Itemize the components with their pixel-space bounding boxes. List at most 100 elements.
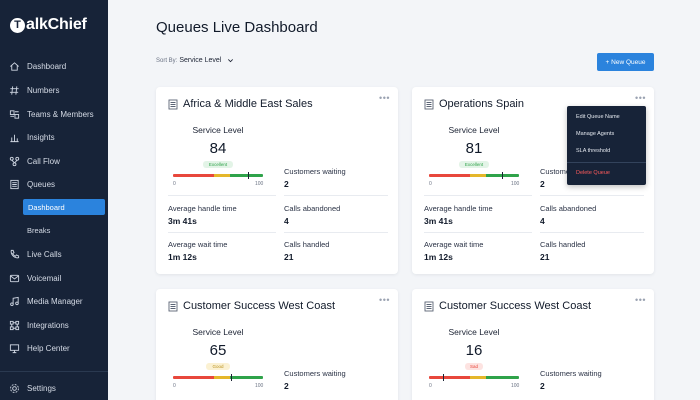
- queue-icon: [168, 99, 178, 109]
- calls-handled-label: Calls handled: [284, 240, 330, 249]
- customers-waiting-value: 2: [284, 381, 289, 391]
- sort-value: Service Level: [179, 57, 222, 64]
- phone-icon: [8, 248, 20, 260]
- calls-handled-value: 21: [540, 252, 550, 262]
- sidebar-item-label: Live Calls: [27, 249, 62, 259]
- service-level-value: 65: [209, 342, 227, 359]
- sidebar-item-label: Dashboard: [27, 61, 67, 71]
- more-options-icon[interactable]: •••: [635, 93, 646, 103]
- avg-wait-time-label: Average wait time: [424, 240, 484, 249]
- sidebar-item-live-calls[interactable]: Live Calls: [8, 248, 62, 260]
- calls-handled-label: Calls handled: [540, 240, 586, 249]
- gauge-marker: [443, 374, 444, 381]
- divider: [284, 195, 388, 196]
- service-level-value: 84: [209, 140, 227, 157]
- avg-handle-time-label: Average handle time: [168, 204, 237, 213]
- menu-divider: [567, 162, 646, 163]
- status-badge: Sad: [465, 363, 483, 370]
- integrations-icon: [8, 319, 20, 331]
- avg-handle-time-label: Average handle time: [424, 204, 493, 213]
- sidebar-subitem-dashboard[interactable]: Dashboard: [23, 199, 105, 215]
- new-queue-button[interactable]: + New Queue: [597, 53, 654, 71]
- status-badge: Excellent: [459, 161, 489, 168]
- voicemail-icon: [8, 272, 20, 284]
- divider: [424, 195, 532, 196]
- service-level-value: 16: [465, 342, 483, 359]
- chart-icon: [8, 131, 20, 143]
- sidebar-item-dashboard[interactable]: Dashboard: [8, 60, 66, 72]
- sidebar-item-numbers[interactable]: Numbers: [8, 84, 59, 96]
- hash-icon: [8, 84, 20, 96]
- sidebar-item-label: Queues: [27, 179, 56, 189]
- sidebar-item-label: Numbers: [27, 85, 60, 95]
- menu-item-sla-threshold[interactable]: SLA threshold: [576, 148, 611, 154]
- sidebar-item-settings[interactable]: Settings: [8, 382, 56, 394]
- avg-handle-time-value: 3m 41s: [168, 216, 197, 226]
- queue-icon: [168, 301, 178, 311]
- gauge-max-label: 100: [255, 383, 264, 389]
- sidebar-item-label: Settings: [27, 383, 56, 393]
- more-options-icon[interactable]: •••: [635, 295, 646, 305]
- service-level-label: Service Level: [448, 125, 500, 135]
- service-level-gauge: [173, 376, 263, 379]
- sidebar-item-integrations[interactable]: Integrations: [8, 319, 69, 331]
- gear-icon: [8, 382, 20, 394]
- more-options-icon[interactable]: •••: [379, 295, 390, 305]
- calls-abandoned-value: 4: [540, 216, 545, 226]
- service-level-gauge: [429, 376, 519, 379]
- sidebar-item-call-flow[interactable]: Call Flow: [8, 155, 60, 167]
- divider: [168, 232, 276, 233]
- menu-item-edit-queue-name[interactable]: Edit Queue Name: [576, 114, 620, 120]
- calls-abandoned-label: Calls abandoned: [540, 204, 597, 213]
- more-options-icon[interactable]: •••: [379, 93, 390, 103]
- menu-item-delete-queue[interactable]: Delete Queue: [576, 170, 610, 176]
- service-level-label: Service Level: [192, 125, 244, 135]
- gauge-max-label: 100: [511, 181, 520, 187]
- sidebar-item-queues[interactable]: Queues: [8, 178, 55, 190]
- avg-wait-time-value: 1m 12s: [424, 252, 453, 262]
- queue-card: Customer Success West Coast ••• Service …: [156, 289, 398, 400]
- avg-wait-time-label: Average wait time: [168, 240, 228, 249]
- card-title: Africa & Middle East Sales: [168, 98, 313, 110]
- card-title: Operations Spain: [424, 98, 524, 110]
- queue-card: Africa & Middle East Sales ••• Service L…: [156, 87, 398, 274]
- music-icon: [8, 295, 20, 307]
- gauge-max-label: 100: [511, 383, 520, 389]
- chevron-down-icon: [228, 59, 234, 63]
- sidebar-item-insights[interactable]: Insights: [8, 131, 55, 143]
- sidebar-item-media-manager[interactable]: Media Manager: [8, 295, 83, 307]
- avg-wait-time-value: 1m 12s: [168, 252, 197, 262]
- talkchief-logo[interactable]: T alkChief: [10, 16, 87, 34]
- sidebar-item-voicemail[interactable]: Voicemail: [8, 272, 61, 284]
- queue-options-menu: Edit Queue Name Manage Agents SLA thresh…: [567, 106, 646, 185]
- gauge-min-label: 0: [429, 383, 432, 389]
- divider: [540, 232, 644, 233]
- sidebar-item-label: Media Manager: [27, 296, 83, 306]
- customers-waiting-label: Customers waiting: [284, 369, 346, 378]
- card-title: Customer Success West Coast: [424, 300, 591, 312]
- gauge-marker: [248, 172, 249, 179]
- customers-waiting-label: Customers waiting: [284, 167, 346, 176]
- sidebar: T alkChief Dashboard Numbers Teams & Mem…: [0, 0, 108, 400]
- queue-icon: [424, 99, 434, 109]
- team-icon: [8, 108, 20, 120]
- sidebar-item-help-center[interactable]: Help Center: [8, 342, 70, 354]
- sort-dropdown[interactable]: Sort By: Service Level: [156, 57, 234, 64]
- sidebar-subitem-breaks[interactable]: Breaks: [27, 226, 51, 235]
- service-level-label: Service Level: [448, 327, 500, 337]
- flow-icon: [8, 155, 20, 167]
- monitor-icon: [8, 342, 20, 354]
- status-badge: Good: [206, 363, 230, 370]
- calls-handled-value: 21: [284, 252, 294, 262]
- menu-item-manage-agents[interactable]: Manage Agents: [576, 131, 615, 137]
- sidebar-item-teams[interactable]: Teams & Members: [8, 108, 94, 120]
- gauge-marker: [502, 172, 503, 179]
- gauge-marker: [231, 374, 232, 381]
- card-title-text: Customer Success West Coast: [183, 300, 336, 312]
- sidebar-item-label: Teams & Members: [27, 109, 94, 119]
- service-level-gauge: [173, 174, 263, 177]
- card-title-text: Africa & Middle East Sales: [183, 98, 313, 110]
- gauge-min-label: 0: [173, 181, 176, 187]
- service-level-value: 81: [465, 140, 483, 157]
- service-level-label: Service Level: [192, 327, 244, 337]
